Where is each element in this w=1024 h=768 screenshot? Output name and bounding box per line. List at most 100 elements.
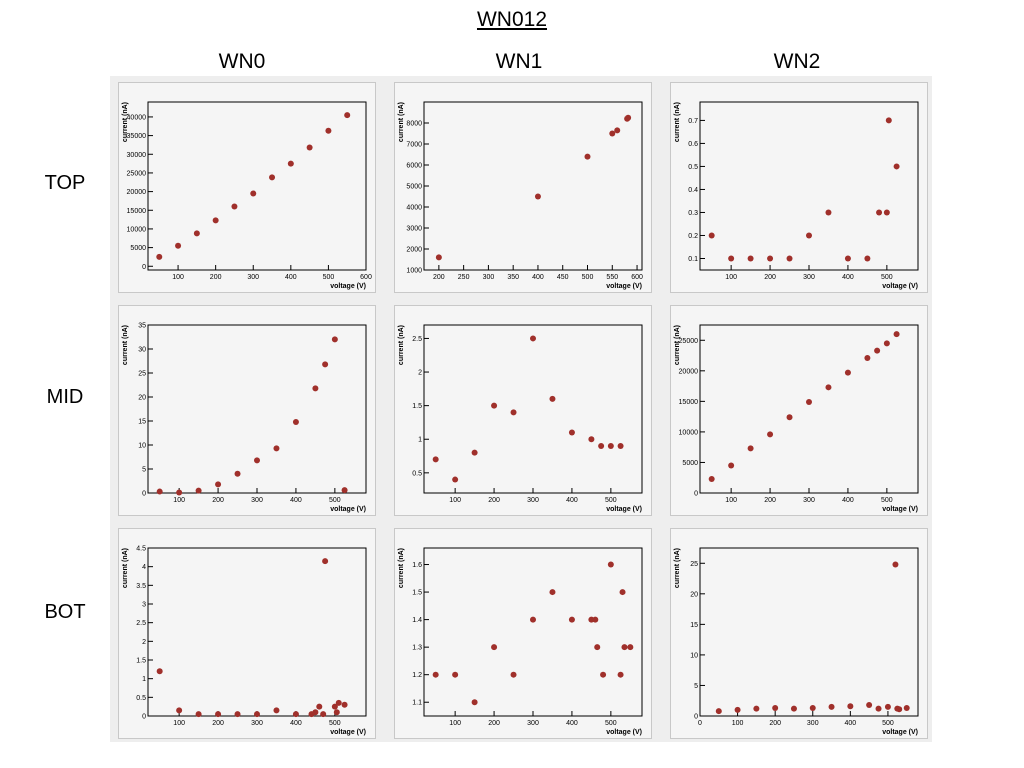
row-header-mid: MID — [46, 386, 84, 408]
x-axis-label: voltage (V) — [330, 729, 366, 736]
y-tick-label: 40000 — [127, 114, 147, 121]
data-point — [325, 127, 332, 134]
data-point — [893, 163, 900, 170]
data-point — [747, 255, 754, 262]
y-tick-label: 0 — [694, 491, 698, 498]
data-point — [156, 253, 163, 260]
data-point — [530, 616, 536, 623]
y-tick-label: 0.5 — [412, 470, 422, 477]
data-point — [584, 153, 591, 160]
data-point — [491, 402, 498, 409]
data-point — [432, 671, 439, 678]
data-point — [844, 369, 851, 376]
data-point — [156, 668, 163, 675]
y-tick-label: 5000 — [406, 184, 422, 191]
data-point — [621, 644, 628, 651]
x-axis-label: voltage (V) — [606, 283, 642, 290]
x-tick-label: 300 — [247, 274, 259, 281]
x-tick-label: 500 — [881, 497, 893, 504]
y-tick-label: 0 — [694, 714, 698, 721]
scatter-panel-top-wn1: 200 250 300 350 400 450 500 550 600 1000 2000 3000 4… — [394, 82, 652, 293]
x-tick-label: 550 — [606, 274, 618, 281]
data-point — [609, 130, 616, 137]
x-tick-label: 200 — [210, 274, 222, 281]
row-header-top: TOP — [44, 172, 86, 194]
data-point — [806, 398, 812, 405]
data-point — [619, 589, 626, 596]
panel-background — [670, 305, 928, 516]
y-tick-label: 0 — [142, 714, 146, 721]
data-point — [320, 711, 327, 718]
scatter-plot-svg: 0 100 200 300 400 500 0 5 10 15 20 25 voltage (V) cur… — [670, 528, 928, 739]
data-point — [510, 671, 517, 678]
data-point — [728, 255, 735, 262]
y-tick-label: 2.5 — [136, 620, 146, 627]
data-point — [306, 144, 313, 151]
scatter-panel-bot-wn0: 100 200 300 400 500 0 0.5 1 1.5 2 2.5 3 3.5 4 4.5 volta… — [118, 528, 376, 739]
x-tick-label: 400 — [290, 720, 302, 727]
y-tick-label: 20 — [690, 591, 698, 598]
y-tick-label: 20 — [138, 395, 146, 402]
panel-background — [670, 528, 928, 739]
x-tick-label: 400 — [566, 497, 578, 504]
column-header-wn2: WN2 — [773, 50, 821, 73]
x-tick-label: 400 — [285, 274, 297, 281]
scatter-plot-svg: 100 200 300 400 5000500010000150002000025000… — [670, 305, 928, 516]
data-point — [175, 242, 182, 249]
y-tick-label: 25000 — [127, 170, 147, 177]
y-tick-label: 3.5 — [136, 583, 146, 590]
data-point — [866, 702, 873, 709]
data-point — [844, 255, 851, 262]
data-point — [903, 705, 910, 712]
scatter-plot-svg: 100 200 300 400 500 0.5 1 1.5 2 2.5 voltage (V) cur… — [394, 305, 652, 516]
scatter-plot-svg: 200 250 300 350 400 450 500 550 600 1000 2000 3000 4… — [394, 82, 652, 293]
plot-frame — [699, 547, 919, 717]
x-axis-label: voltage (V) — [882, 283, 918, 290]
panel-background — [394, 82, 652, 293]
data-point — [715, 708, 722, 715]
x-tick-label: 100 — [449, 720, 461, 727]
data-point — [625, 114, 632, 121]
scatter-panel-mid-wn0: 100 200 300 400 500 0 5 10 15 20 25 30 35 voltage (V)… — [118, 305, 376, 516]
data-point — [875, 705, 882, 712]
x-tick-label: 300 — [803, 274, 815, 281]
data-point — [753, 705, 760, 712]
y-axis-label: current (nA) — [674, 325, 681, 365]
scatter-panel-top-wn2: 100 200 300 400 500 0.1 0.2 0.3 0.4 0.5 0.6 0.7 volt… — [670, 82, 928, 293]
data-point — [530, 335, 536, 342]
x-tick-label: 200 — [212, 720, 224, 727]
x-tick-label: 200 — [212, 497, 224, 504]
y-tick-label: 1.5 — [412, 403, 422, 410]
x-tick-label: 300 — [251, 497, 263, 504]
data-point — [617, 442, 624, 449]
x-tick-label: 400 — [290, 497, 302, 504]
data-point — [893, 331, 900, 338]
scatter-panel-top-wn0: 100 200 300 400 500 600 0 5000 10000 15000 20000 25… — [118, 82, 376, 293]
x-tick-label: 100 — [725, 497, 737, 504]
data-point — [588, 436, 595, 443]
y-tick-label: 25 — [690, 561, 698, 568]
y-tick-label: 15 — [690, 622, 698, 629]
y-tick-label: 10 — [690, 652, 698, 659]
data-point — [767, 431, 774, 438]
x-axis-label: voltage (V) — [330, 283, 366, 290]
x-axis-label: voltage (V) — [606, 506, 642, 513]
scatter-plot-svg: 100 200 300 400 500 1.1 1.2 1.3 1.4 1.5 1.6 voltage… — [394, 528, 652, 739]
y-tick-label: 8000 — [406, 121, 422, 128]
y-tick-label: 5000 — [130, 245, 146, 252]
scatter-panel-mid-wn1: 100 200 300 400 500 0.5 1 1.5 2 2.5 voltage (V) cur… — [394, 305, 652, 516]
y-tick-label: 0.3 — [688, 210, 698, 217]
data-point — [234, 711, 241, 718]
data-point — [254, 711, 260, 718]
y-tick-label: 0.7 — [688, 118, 698, 125]
y-tick-label: 7000 — [406, 142, 422, 149]
y-tick-label: 3000 — [406, 226, 422, 233]
y-tick-label: 6000 — [406, 163, 422, 170]
y-axis-label: current (nA) — [398, 548, 405, 588]
y-tick-label: 5 — [694, 683, 698, 690]
x-tick-label: 300 — [251, 720, 263, 727]
data-point — [322, 558, 329, 565]
data-point — [333, 709, 340, 716]
data-point — [883, 340, 890, 347]
data-point — [828, 703, 835, 710]
